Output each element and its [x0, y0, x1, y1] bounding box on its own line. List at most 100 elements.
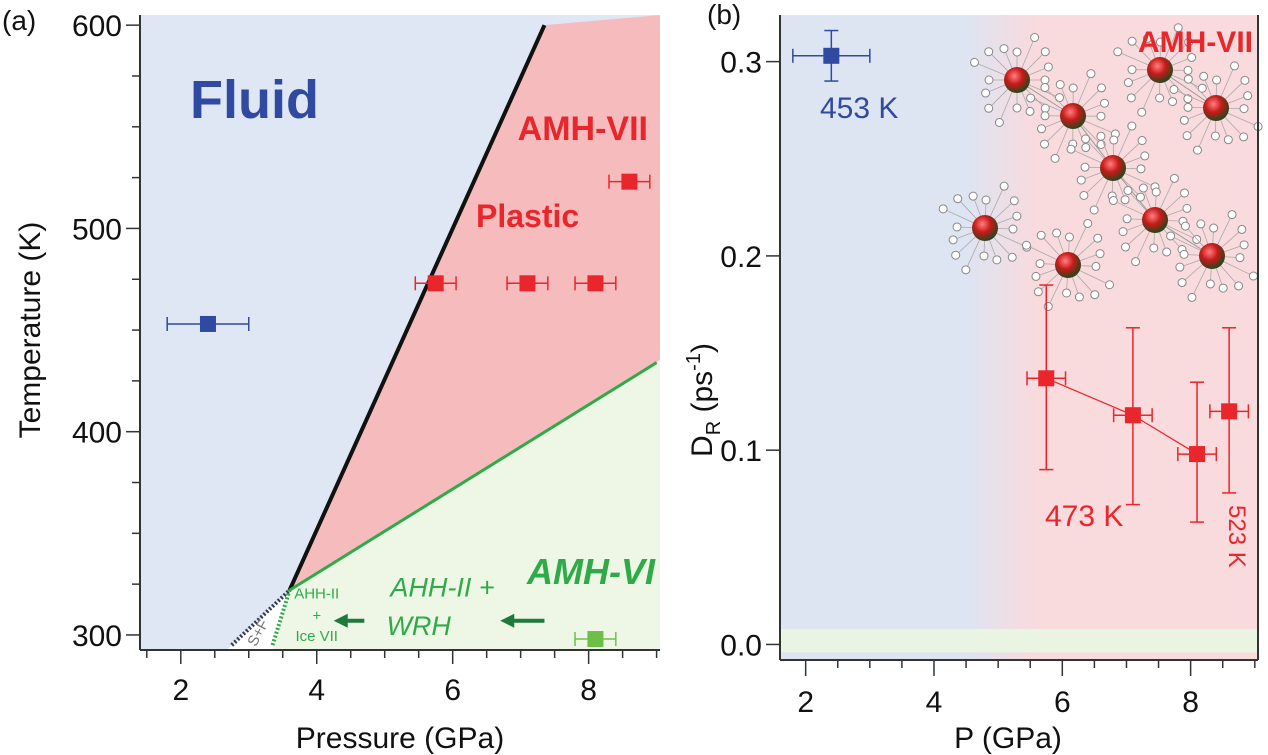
- hydrogen-atom: [1131, 257, 1141, 267]
- data-point: [1038, 370, 1055, 387]
- hydrogen-atom: [1050, 153, 1060, 163]
- hydrogen-atom: [1230, 61, 1240, 71]
- hydrogen-atom: [1091, 261, 1101, 271]
- series-label-453k: 453 K: [820, 92, 898, 125]
- molecule-illustration: [938, 23, 1263, 312]
- y-tick-label: 600: [72, 10, 122, 43]
- hydrogen-atom: [1074, 292, 1084, 302]
- region-label-amh-vi: AMH-VI: [526, 551, 656, 592]
- hydrogen-atom: [1239, 240, 1249, 250]
- y-tick-label: 0.0: [720, 629, 762, 662]
- hydrogen-atom: [1052, 228, 1062, 238]
- hydrogen-atom: [1237, 224, 1247, 234]
- region-label-fluid: Fluid: [190, 70, 319, 130]
- hydrogen-atom: [1086, 69, 1096, 79]
- hydrogen-atom: [1096, 131, 1106, 141]
- hydrogen-atom: [1197, 83, 1207, 93]
- panel-label: (a): [2, 5, 36, 36]
- hydrogen-atom: [1248, 271, 1258, 281]
- hydrogen-atom: [1166, 231, 1176, 241]
- molecule-center: [1199, 243, 1225, 269]
- hydrogen-atom: [1033, 287, 1043, 297]
- hydrogen-atom: [1234, 281, 1244, 291]
- hydrogen-atom: [1175, 262, 1185, 272]
- hydrogen-atom: [968, 191, 978, 201]
- hydrogen-atom: [1040, 111, 1050, 121]
- hydrogen-atom: [1127, 121, 1137, 131]
- y-tick-label: 0.2: [720, 241, 762, 274]
- hydrogen-atom: [1118, 227, 1128, 237]
- hydrogen-atom: [1155, 37, 1165, 47]
- region-label-plastic: Plastic: [476, 198, 579, 234]
- y-tick-label: 500: [72, 213, 122, 246]
- bottom-band: [780, 628, 1258, 653]
- hydrogen-atom: [1009, 196, 1019, 206]
- hydrogen-atom: [1040, 47, 1050, 57]
- hydrogen-atom: [938, 204, 948, 214]
- hydrogen-atom: [1090, 290, 1100, 300]
- hydrogen-atom: [1173, 23, 1183, 33]
- hydrogen-atom: [1054, 93, 1064, 103]
- x-axis-label: Pressure (GPa): [296, 722, 504, 755]
- arrow-head: [500, 613, 515, 628]
- hydrogen-atom: [984, 47, 994, 57]
- hydrogen-atom: [1040, 75, 1050, 85]
- x-tick-label: 6: [1054, 686, 1071, 719]
- x-tick-label: 2: [172, 674, 189, 707]
- hydrogen-atom: [1105, 280, 1115, 290]
- annotation: Ice VII: [295, 628, 338, 645]
- hydrogen-atom: [1012, 103, 1022, 113]
- molecule-center: [1142, 207, 1168, 233]
- hydrogen-atom: [1096, 83, 1106, 93]
- hydrogen-atom: [1036, 230, 1046, 240]
- hydrogen-atom: [1182, 203, 1192, 213]
- hydrogen-atom: [1209, 223, 1219, 233]
- hydrogen-atom: [1100, 98, 1110, 108]
- annotation: AHH-II +: [388, 572, 494, 602]
- hydrogen-atom: [1169, 173, 1179, 183]
- molecule-center: [1060, 103, 1086, 129]
- hydrogen-atom: [1035, 259, 1045, 269]
- hydrogen-atom: [1210, 131, 1220, 141]
- hydrogen-atom: [1121, 242, 1131, 252]
- hydrogen-atom: [1162, 247, 1172, 257]
- y-tick-label: 0.3: [720, 47, 762, 80]
- y-tick-label: 300: [72, 620, 122, 653]
- x-tick-label: 8: [580, 674, 597, 707]
- hydrogen-atom: [1218, 283, 1228, 293]
- hydrogen-atom: [951, 250, 961, 260]
- hydrogen-atom: [1177, 278, 1187, 288]
- hydrogen-atom: [1126, 93, 1136, 103]
- y-axis-label-part: D: [686, 435, 719, 457]
- hydrogen-atom: [1149, 243, 1159, 253]
- hydrogen-atom: [1089, 205, 1099, 215]
- hydrogen-atom: [1062, 288, 1072, 298]
- hydrogen-atom: [1243, 91, 1253, 101]
- x-tick-label: 4: [926, 686, 943, 719]
- hydrogen-atom: [1040, 83, 1050, 93]
- y-tick-label: 400: [72, 417, 122, 450]
- x-tick-label: 6: [444, 674, 461, 707]
- series-label-473k: 473 K: [1045, 500, 1123, 533]
- hydrogen-atom: [1137, 136, 1147, 146]
- y-axis-label-part: (ps: [686, 371, 719, 421]
- data-point: [427, 275, 444, 292]
- hydrogen-atom: [1239, 104, 1249, 114]
- hydrogen-atom: [1030, 33, 1040, 43]
- hydrogen-atom: [1135, 192, 1145, 202]
- hydrogen-atom: [1109, 135, 1119, 145]
- hydrogen-atom: [1096, 111, 1106, 121]
- hydrogen-atom: [1137, 107, 1147, 117]
- molecule-center: [1147, 57, 1173, 83]
- hydrogen-atom: [1083, 218, 1093, 228]
- x-axis-label: P (GPa): [954, 722, 1062, 755]
- x-tick-label: 2: [797, 686, 814, 719]
- hydrogen-atom: [1235, 253, 1245, 263]
- hydrogen-atom: [1183, 102, 1193, 112]
- data-point: [1189, 446, 1206, 463]
- data-point: [1221, 403, 1238, 420]
- molecule-center: [1004, 67, 1030, 93]
- hydrogen-atom: [1081, 143, 1091, 153]
